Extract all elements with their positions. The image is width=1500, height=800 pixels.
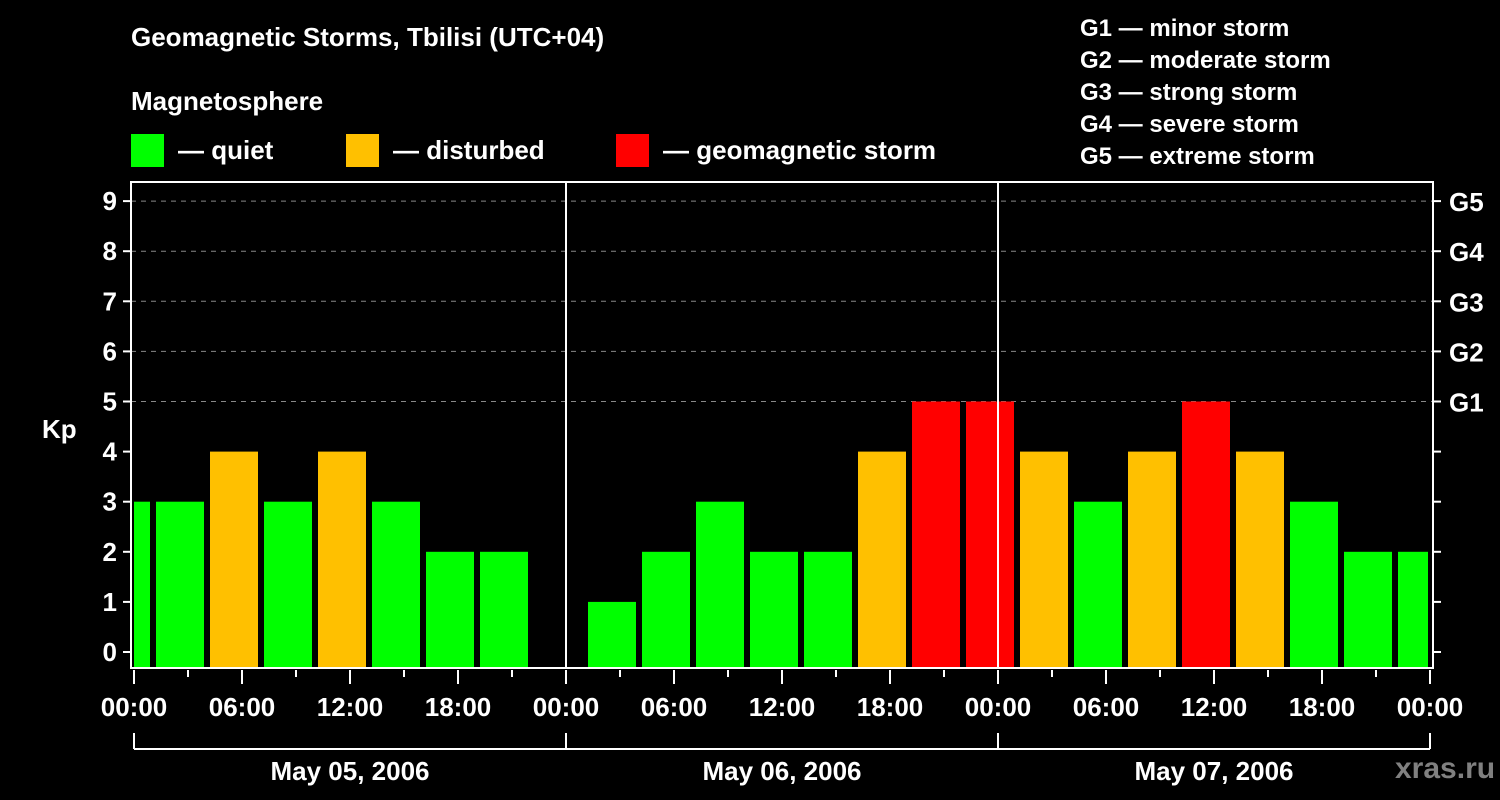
bar-quiet: [588, 601, 636, 667]
y-tick-label: 9: [103, 186, 117, 216]
y-tick-label: 3: [103, 487, 117, 517]
x-tick-label: 00:00: [1397, 692, 1464, 722]
axis-labels: 0 1 2 3 4 5 6 7 8 9 Kp G1 G2 G3 G4 G5 00:00 06:00 12:00 18:…: [42, 186, 1484, 786]
x-tick-label: 00:00: [101, 692, 168, 722]
bar-quiet: [1074, 501, 1122, 667]
g-legend-g5: G5 — extreme storm: [1080, 143, 1315, 170]
g-level-label: G5: [1449, 187, 1484, 217]
legend-item-storm: — geomagnetic storm: [616, 133, 937, 167]
legend-swatch-disturbed: [346, 133, 379, 167]
x-tick-label: 00:00: [533, 692, 600, 722]
legend-item-quiet: — quiet: [131, 133, 274, 167]
g-legend-g4: G4 — severe storm: [1080, 111, 1299, 138]
y-tick-label: 4: [103, 437, 118, 467]
bar-quiet: [696, 501, 744, 667]
date-label: May 05, 2006: [270, 756, 429, 786]
legend-item-disturbed: — disturbed: [346, 133, 545, 167]
y-tick-label: 0: [103, 637, 117, 667]
bar-disturbed: [858, 451, 906, 667]
plot-frame: [130, 181, 1434, 669]
bar-quiet: [426, 551, 474, 667]
x-tick-label: 06:00: [641, 692, 708, 722]
watermark: xras.ru: [1395, 752, 1496, 785]
legend-label-storm: — geomagnetic storm: [663, 134, 937, 165]
g-level-label: G4: [1449, 237, 1484, 267]
date-label: May 06, 2006: [702, 756, 861, 786]
bar-disturbed: [210, 451, 258, 667]
y-tick-label: 8: [103, 236, 117, 266]
bar-quiet: [134, 501, 150, 667]
x-tick-label: 18:00: [425, 692, 492, 722]
y-tick-label: 2: [103, 537, 117, 567]
grid-lines: [131, 200, 1433, 402]
bar-quiet: [1290, 501, 1338, 667]
bar-quiet: [1344, 551, 1392, 667]
bar-storm: [966, 401, 1014, 667]
x-tick-label: 12:00: [1181, 692, 1248, 722]
x-tick-label: 06:00: [209, 692, 276, 722]
bar-quiet: [804, 551, 852, 667]
bar-quiet: [750, 551, 798, 667]
g-level-label: G3: [1449, 287, 1484, 317]
bar-quiet: [372, 501, 420, 667]
x-tick-label: 12:00: [317, 692, 384, 722]
x-tick-label: 00:00: [965, 692, 1032, 722]
bar-quiet: [156, 501, 204, 667]
bar-disturbed: [1236, 451, 1284, 667]
bar-storm: [912, 401, 960, 667]
legend-label-quiet: — quiet: [178, 134, 274, 165]
y-tick-label: 1: [103, 587, 117, 617]
bar-disturbed: [318, 451, 366, 667]
chart-title: Geomagnetic Storms, Tbilisi (UTC+04): [131, 22, 605, 52]
bar-quiet: [1398, 551, 1428, 667]
date-label: May 07, 2006: [1134, 756, 1293, 786]
bar-quiet: [480, 551, 528, 667]
x-tick-label: 06:00: [1073, 692, 1140, 722]
g-scale-legend: G1 — minor storm G2 — moderate storm G3 …: [1080, 13, 1331, 173]
g-level-label: G2: [1449, 337, 1484, 367]
legend-swatch-storm: [616, 133, 649, 167]
g-legend-g3: G3 — strong storm: [1080, 79, 1298, 106]
legend-label-disturbed: — disturbed: [393, 134, 545, 165]
axes: [123, 181, 1441, 750]
x-tick-label: 12:00: [749, 692, 816, 722]
bar-series: [134, 401, 1428, 667]
y-tick-label: 6: [103, 336, 117, 366]
chart-subtitle: Magnetosphere: [131, 86, 324, 116]
y-axis-label: Kp: [42, 414, 77, 444]
bar-disturbed: [1128, 451, 1176, 667]
x-tick-label: 18:00: [857, 692, 924, 722]
y-tick-label: 5: [103, 387, 117, 417]
bar-storm: [1182, 401, 1230, 667]
g-legend-g1: G1 — minor storm: [1080, 15, 1290, 42]
bar-quiet: [642, 551, 690, 667]
g-legend-g2: G2 — moderate storm: [1080, 47, 1331, 74]
x-tick-label: 18:00: [1289, 692, 1356, 722]
y-tick-label: 7: [103, 286, 117, 316]
bar-quiet: [264, 501, 312, 667]
legend-swatch-quiet: [131, 133, 164, 167]
g-level-label: G1: [1449, 388, 1484, 418]
bar-disturbed: [1020, 451, 1068, 667]
